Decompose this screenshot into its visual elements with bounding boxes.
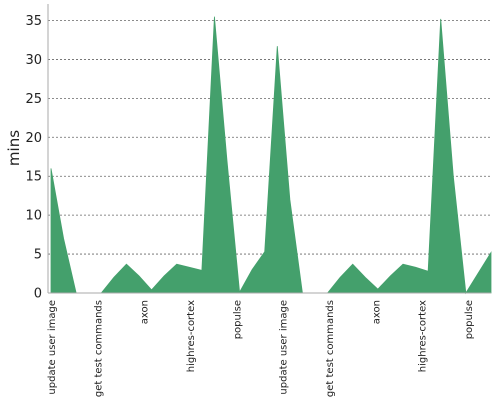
x-tick-label: populse — [232, 300, 243, 339]
y-tick-label: 10 — [25, 209, 42, 224]
x-tick-label: axon — [140, 300, 151, 324]
y-tick-label: 5 — [34, 248, 42, 263]
axes — [47, 4, 491, 294]
x-tick-label: populse — [464, 300, 475, 339]
x-tick-label: update user image — [47, 300, 58, 395]
y-tick-label: 15 — [25, 170, 42, 185]
area-series-fill — [50, 16, 492, 295]
y-tick-label: 25 — [25, 92, 42, 107]
y-tick-label: 35 — [25, 14, 42, 29]
x-tick-label: axon — [371, 300, 382, 324]
x-tick-label: update user image — [279, 300, 290, 395]
x-tick-label: highres-cortex — [418, 300, 429, 372]
x-tick-labels: update user image get test commands axon hi… — [47, 300, 475, 397]
x-tick-label: get test commands — [93, 300, 104, 397]
y-tick-label: 30 — [25, 53, 42, 68]
y-axis-label: mins — [5, 130, 23, 166]
y-tick-labels: 0 5 10 15 20 25 30 35 — [25, 14, 42, 302]
x-tick-label: get test commands — [325, 300, 336, 397]
y-tick-label: 20 — [25, 131, 42, 146]
y-tick-label: 0 — [34, 287, 42, 302]
area-series — [50, 16, 492, 295]
x-tick-label: highres-cortex — [186, 300, 197, 372]
